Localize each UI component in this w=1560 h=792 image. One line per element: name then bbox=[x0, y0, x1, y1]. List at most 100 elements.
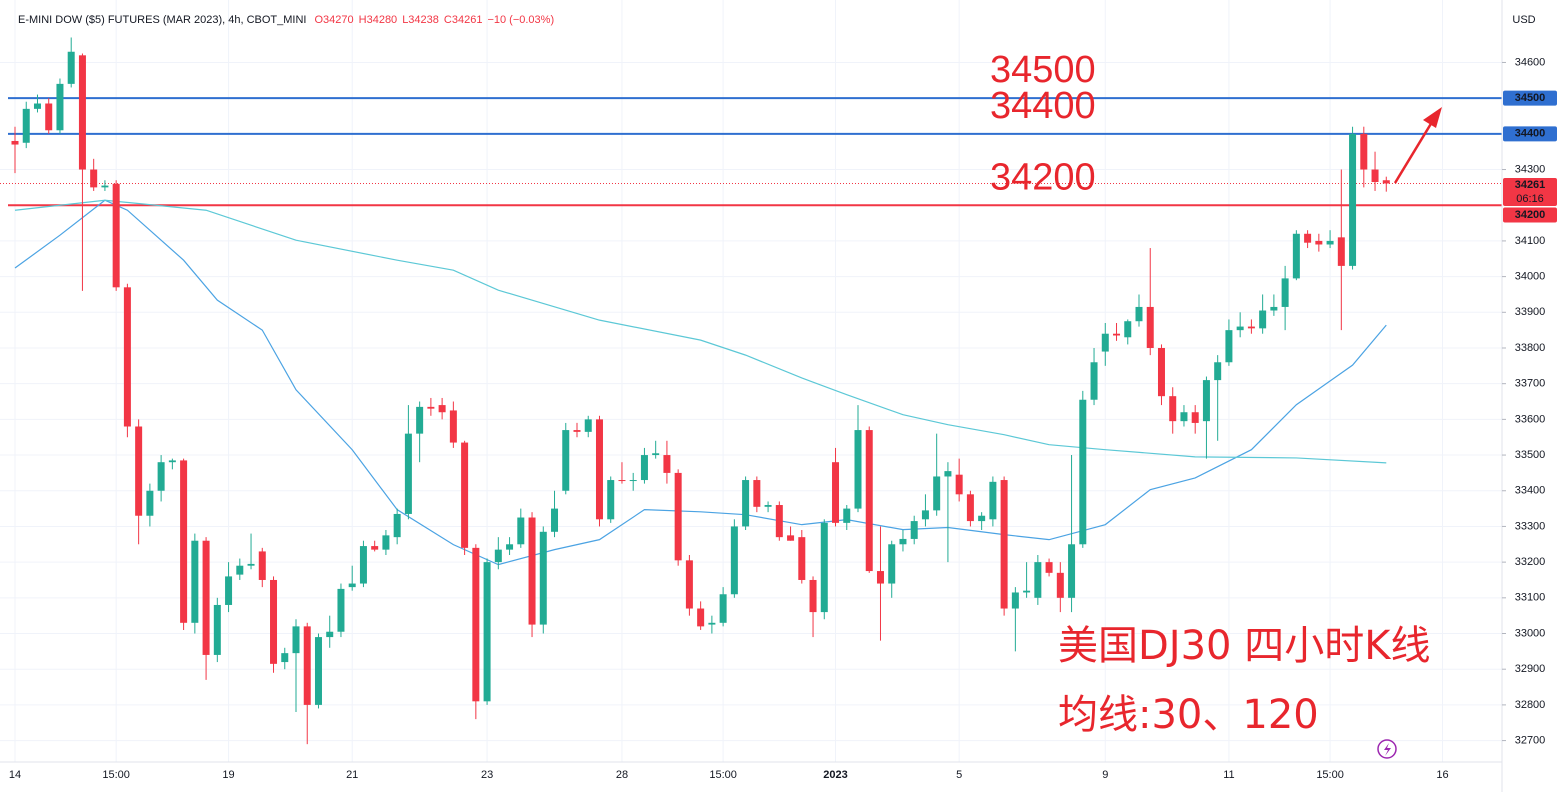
candle-body bbox=[607, 480, 615, 520]
candle-body bbox=[697, 608, 705, 627]
candle-body bbox=[663, 455, 671, 473]
candle-body bbox=[573, 430, 581, 432]
candle-body bbox=[270, 579, 278, 664]
quote: C34261 bbox=[444, 14, 483, 26]
candle-body bbox=[101, 185, 109, 188]
price-tag bbox=[1503, 126, 1557, 142]
x-tick-label: 9 bbox=[1102, 769, 1108, 781]
candle-body bbox=[989, 481, 997, 520]
x-tick-label: 28 bbox=[616, 769, 628, 781]
candle-body bbox=[359, 546, 367, 584]
y-tick-label: 33900 bbox=[1515, 306, 1546, 318]
candle-body bbox=[1214, 362, 1222, 381]
quote: −10 (−0.03%) bbox=[487, 14, 554, 26]
candle-body bbox=[1236, 326, 1244, 331]
candle-body bbox=[1034, 562, 1042, 598]
y-tick-label: 33400 bbox=[1515, 485, 1546, 497]
quote: L34238 bbox=[402, 14, 439, 26]
candle-body bbox=[1304, 233, 1312, 243]
x-tick-label: 19 bbox=[222, 769, 234, 781]
symbol: E-MINI DOW ($5) FUTURES (MAR 2023), 4h, … bbox=[18, 14, 306, 26]
candle-body bbox=[944, 471, 952, 477]
candle-body bbox=[123, 287, 131, 427]
candle-body bbox=[326, 631, 334, 638]
candle-body bbox=[449, 410, 457, 443]
candle-body bbox=[303, 626, 311, 705]
candle-body bbox=[56, 83, 64, 131]
candle-body bbox=[719, 594, 727, 623]
x-tick-label: 14 bbox=[9, 769, 21, 781]
y-tick-label: 34100 bbox=[1515, 235, 1546, 247]
level-annotation: 34200 bbox=[990, 156, 1096, 198]
arrow bbox=[1393, 107, 1442, 184]
candle-body bbox=[1113, 333, 1121, 336]
candle-body bbox=[708, 622, 716, 625]
candle-body bbox=[1315, 240, 1323, 245]
icon-ring[interactable] bbox=[1377, 739, 1397, 759]
candle-body bbox=[910, 521, 918, 539]
x-tick-label: 15:00 bbox=[102, 769, 130, 781]
candle-body bbox=[562, 430, 570, 491]
candle-body bbox=[551, 508, 559, 532]
candle-body bbox=[832, 462, 840, 523]
candle-body bbox=[348, 583, 356, 588]
y-tick-label: 33800 bbox=[1515, 342, 1546, 354]
candle-body bbox=[1349, 133, 1357, 266]
candle-body bbox=[146, 490, 154, 516]
price-tag bbox=[1503, 178, 1557, 206]
x-tick-label: 11 bbox=[1223, 769, 1234, 781]
countdown: 06:16 bbox=[1516, 193, 1544, 205]
candle-body bbox=[404, 433, 412, 514]
price-tag-label: 34400 bbox=[1515, 128, 1546, 140]
header: E-MINI DOW ($5) FUTURES (MAR 2023), 4h, … bbox=[18, 14, 554, 26]
candle-body bbox=[876, 571, 884, 584]
candle-body bbox=[1124, 321, 1132, 338]
y-tick-label: 34300 bbox=[1515, 163, 1546, 175]
candle-body bbox=[888, 544, 896, 584]
candle-body bbox=[314, 637, 322, 705]
candle-body bbox=[438, 405, 446, 413]
candle-body bbox=[247, 563, 255, 566]
candle-body bbox=[1191, 412, 1199, 423]
candle-body bbox=[1146, 306, 1154, 348]
candle-body bbox=[292, 626, 300, 654]
candle-body bbox=[67, 51, 75, 84]
last-price-label: 34261 bbox=[1515, 179, 1546, 191]
level-annotation: 34500 bbox=[990, 49, 1096, 91]
quote: O34270 bbox=[314, 14, 353, 26]
candle-body bbox=[1281, 278, 1289, 307]
candle-body bbox=[416, 406, 424, 434]
candle-body bbox=[225, 576, 233, 605]
candle-body bbox=[1225, 330, 1233, 363]
y-tick-label: 32800 bbox=[1515, 699, 1546, 711]
currency: USD bbox=[1512, 14, 1535, 26]
candle-body bbox=[640, 455, 648, 481]
icon-bolt[interactable] bbox=[1384, 743, 1391, 756]
x-tick-label: 15:00 bbox=[1316, 769, 1344, 781]
candle-body bbox=[202, 540, 210, 655]
candle-body bbox=[1259, 310, 1267, 329]
y-tick-label: 33300 bbox=[1515, 520, 1546, 532]
y-tick-label: 33200 bbox=[1515, 556, 1546, 568]
plot-area bbox=[0, 0, 1502, 762]
quote: H34280 bbox=[359, 14, 398, 26]
y-tick-label: 34600 bbox=[1515, 56, 1546, 68]
y-tick-label: 32900 bbox=[1515, 663, 1546, 675]
replay-icon[interactable] bbox=[1377, 739, 1397, 759]
y-tick-label: 33600 bbox=[1515, 413, 1546, 425]
candle-body bbox=[168, 460, 176, 463]
candle-body bbox=[1011, 592, 1019, 609]
candle-body bbox=[652, 453, 660, 456]
candle-body bbox=[730, 526, 738, 595]
candle-body bbox=[191, 540, 199, 623]
candle-body bbox=[1202, 380, 1210, 422]
candle-body bbox=[820, 522, 828, 613]
candle-body bbox=[427, 406, 435, 409]
candle-body bbox=[787, 535, 795, 541]
candle-body bbox=[843, 508, 851, 523]
candle-body bbox=[1101, 333, 1109, 352]
candle-body bbox=[966, 494, 974, 522]
candle-body bbox=[1360, 133, 1368, 170]
candle-body bbox=[1292, 233, 1300, 279]
